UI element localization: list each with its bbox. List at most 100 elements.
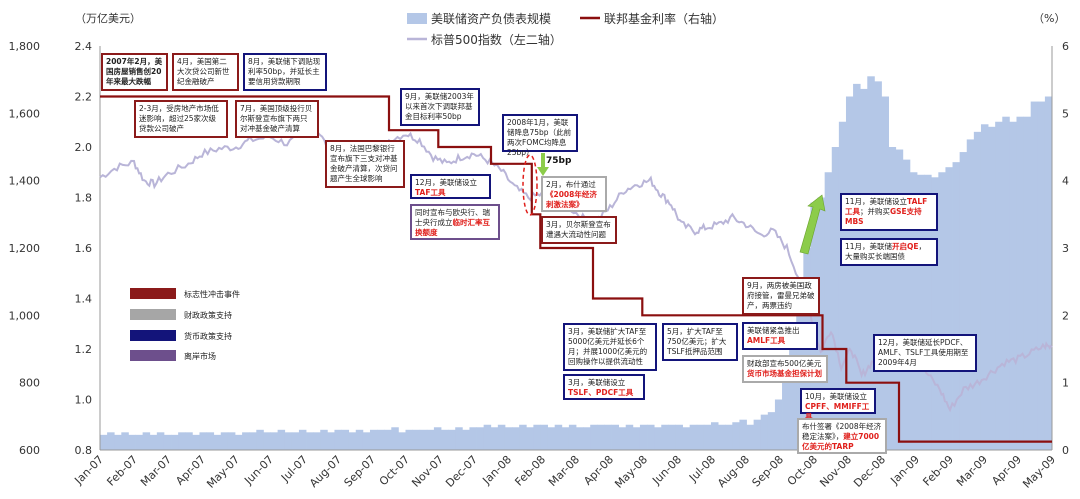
balance-bar [853,83,861,451]
balance-bar [455,427,463,450]
y-left2-tick: 1,400 [9,175,41,188]
y-right-tick: 3 [1062,242,1069,255]
balance-bar [121,432,129,450]
legend-shock-swatch [130,288,176,299]
qe-arrow-icon [799,194,826,255]
y-right-tick: 2 [1062,309,1069,322]
balance-bar [753,419,762,450]
balance-bar [952,162,961,450]
balance-bar [504,427,513,450]
annotation-may08-tslf: 5月，扩大TAF至750亿美元；扩大TSLF抵押品范围 [662,323,738,361]
balance-bar [433,427,442,450]
balance-bar [973,131,982,450]
balance-bar [980,124,989,450]
balance-bar [988,126,996,451]
balance-bar [583,427,591,450]
annotation-oct08-tarp: 布什签署《2008年经济稳定法案》，建立7000亿美元的TARP [797,418,887,454]
annotation-dec08-extend: 12月，美联储延长PDCF、AMLF、TSLF工具使用期至2009年4月 [873,334,977,372]
balance-bar [924,174,932,450]
x-tick: Sep-08 [750,453,787,490]
balance-bar [639,424,648,450]
y-left-tick: 0.8 [75,444,93,457]
balance-bar [298,429,307,450]
ann-text: 10月，美联储设立 [805,392,868,401]
ann-text: 布什签署《2008年经济稳定法案》， [802,422,882,441]
legend-sp500: 标普500指数（左二轴） [431,32,562,47]
left-unit-label: （万亿美元） [75,12,141,25]
x-tick: Apr-08 [581,453,616,488]
x-tick: Aug-08 [715,453,752,490]
balance-bar [291,432,300,450]
balance-bar [448,429,456,450]
y-right-tick: 4 [1062,175,1069,188]
balance-bar [1044,96,1053,450]
balance-bar [632,427,641,450]
balance-bar [540,424,548,450]
balance-bar [604,424,612,450]
balance-bar [163,434,172,450]
ann-text: 11月，美联储设立 [845,197,908,206]
balance-bar [334,429,342,450]
rate-cut-highlight [522,154,538,216]
annotation-mar08-taf-expand: 3月，美联储扩大TAF至5000亿美元并延长6个月；并展1000亿美元的回购操作… [563,323,657,371]
balance-bar [895,149,904,450]
balance-bar [561,427,570,450]
y-left-tick: 2.2 [75,91,93,104]
balance-bar [156,432,165,450]
y-right-tick: 5 [1062,107,1069,120]
annotation-jan08-rate-cut: 2008年1月，美联储降息75bp（此前两次FOMC均降息25bp） [502,114,578,157]
x-tick: Dec-07 [443,453,480,490]
balance-bar [320,429,328,450]
balance-bar [263,432,271,450]
balance-bar [710,422,719,450]
y-right-tick: 6 [1062,40,1069,53]
y-left2-tick: 1,000 [9,309,41,322]
x-tick: Oct-07 [377,453,412,488]
legend-monetary-swatch [130,330,176,341]
legend-balance-sheet: 美联储资产负债表规模 [431,11,551,26]
legend-swatch-balance [407,13,427,24]
annotation-oct08-cpff: 10月，美联储设立CPFF、MMIFF工具 [800,388,876,421]
right-unit-label: （%） [1033,12,1065,25]
balance-bar [668,424,676,450]
x-tick: May-09 [1020,453,1058,491]
x-tick: Mar-09 [954,453,990,489]
balance-bar [675,424,683,450]
balance-bar [1009,121,1017,450]
balance-bar [824,172,833,450]
balance-bar [355,429,364,450]
legend-fiscal-label: 财政政策支持 [184,311,232,320]
balance-bar [917,174,925,450]
annotation-sep07-rate-cut: 9月，美联储2003年以来首次下调联邦基金目标利率50bp [400,88,480,126]
ann-text: 11月，美联储 [845,242,893,251]
balance-bar [909,172,918,450]
balance-bar [469,427,477,450]
y-left-tick: 1.2 [75,343,93,356]
ann-highlight: 《2008年经济刺激法案》 [546,190,597,209]
ann-text: ；并购买 [860,207,890,216]
fed-rate-line [100,95,1052,443]
ann-highlight: TSLF、PDCF工具 [568,388,634,397]
y-axis-right-ticks: 0 1 2 3 4 5 6 [1062,40,1069,457]
y-left-tick: 2.4 [75,40,93,53]
balance-bar [1030,101,1039,451]
ann-highlight: 货币市场基金担保计划 [747,369,822,378]
balance-bar [306,432,314,450]
balance-bar [114,434,122,450]
balance-bar [419,429,428,450]
x-tick: Jan-07 [72,453,107,488]
balance-bar [888,147,897,450]
x-tick: May-08 [612,453,650,491]
x-tick: Nov-08 [817,453,854,490]
balance-bar [554,424,563,450]
annotation-dec07-taf: 12月，美联储设立TAF工具 [410,174,491,199]
x-tick: Feb-07 [104,453,140,489]
legend-monetary-label: 货币政策支持 [184,332,232,341]
balance-bar [625,424,634,450]
annotation-aug07-bnp: 8月，法国巴黎银行宣布旗下三支对冲基金破产清算，次贷问题产生全球影响 [325,140,405,188]
balance-bar [746,424,755,450]
y-left-tick: 1.4 [75,293,93,306]
y-left-tick: 2.0 [75,141,93,154]
balance-bar [718,424,726,450]
y-left2-tick: 1,600 [9,107,41,120]
